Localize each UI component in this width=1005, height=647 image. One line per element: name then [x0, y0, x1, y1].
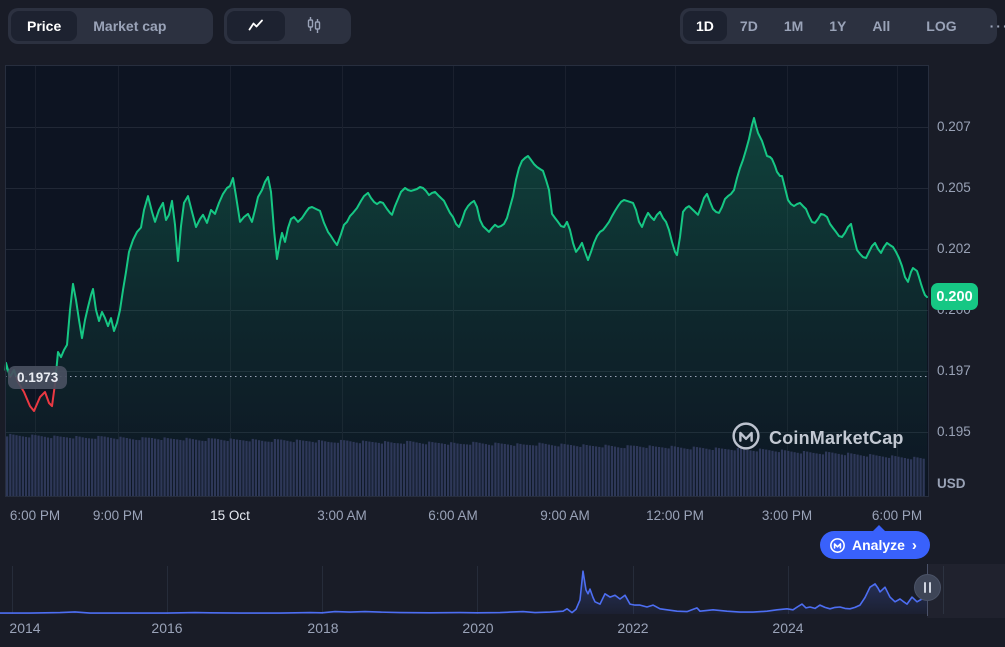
range-1y-button[interactable]: 1Y: [816, 11, 859, 41]
chevron-right-icon: ›: [911, 536, 917, 554]
price-tick-label: 0.205: [937, 180, 971, 195]
year-tick-label: 2014: [9, 620, 41, 636]
time-tick-label: 3:00 PM: [761, 508, 813, 523]
history-timeline-canvas[interactable]: [0, 560, 1005, 618]
time-tick-label: 3:00 AM: [317, 508, 367, 523]
open-price-label: 0.1973: [8, 366, 68, 389]
range-all-button[interactable]: All: [859, 11, 903, 41]
current-price-badge: 0.200: [931, 283, 978, 310]
price-tab[interactable]: Price: [11, 11, 78, 41]
analyze-button[interactable]: Analyze ›: [820, 525, 930, 559]
price-tick-label: 0.207: [937, 119, 971, 134]
range-1d-button[interactable]: 1D: [683, 11, 727, 41]
timeline-brush-handle[interactable]: [914, 574, 941, 601]
price-marketcap-toggle: Price Market cap: [8, 8, 213, 44]
time-tick-label: 12:00 PM: [646, 508, 704, 523]
currency-unit-label[interactable]: USD: [937, 476, 966, 491]
range-7d-button[interactable]: 7D: [727, 11, 771, 41]
year-tick-label: 2018: [307, 620, 339, 636]
year-tick-label: 2016: [151, 620, 183, 636]
time-range-selector: 1D 7D 1M 1Y All LOG ···: [680, 8, 1005, 44]
time-tick-label: 6:00 AM: [428, 508, 478, 523]
price-tick-label: 0.202: [937, 241, 971, 256]
time-tick-label: 15 Oct: [210, 508, 250, 523]
more-options-button[interactable]: ···: [980, 11, 1005, 41]
coinmarketcap-logo-icon: [731, 421, 761, 456]
candlestick-chart-icon-button[interactable]: [285, 11, 343, 41]
time-tick-label: 9:00 AM: [540, 508, 590, 523]
line-chart-icon: [248, 18, 264, 35]
time-tick-label: 6:00 PM: [871, 508, 923, 523]
year-tick-label: 2022: [617, 620, 649, 636]
year-tick-label: 2020: [462, 620, 494, 636]
coinmarketcap-watermark-text: CoinMarketCap: [769, 428, 904, 448]
chart-type-toggle: [224, 8, 351, 44]
market-cap-tab[interactable]: Market cap: [77, 11, 182, 41]
analyze-button-label: Analyze: [852, 537, 905, 553]
time-tick-label: 6:00 PM: [9, 508, 61, 523]
range-1m-button[interactable]: 1M: [771, 11, 816, 41]
price-tick-label: 0.197: [937, 363, 971, 378]
price-tick-label: 0.195: [937, 424, 971, 439]
year-tick-label: 2024: [772, 620, 804, 636]
time-tick-label: 9:00 PM: [92, 508, 144, 523]
coinmarketcap-watermark: CoinMarketCap: [731, 421, 904, 456]
analyze-logo-icon: [829, 537, 846, 554]
price-chart-canvas[interactable]: [0, 0, 1005, 560]
candlestick-icon: [306, 16, 322, 37]
log-scale-button[interactable]: LOG: [913, 11, 969, 41]
line-chart-icon-button[interactable]: [227, 11, 285, 41]
